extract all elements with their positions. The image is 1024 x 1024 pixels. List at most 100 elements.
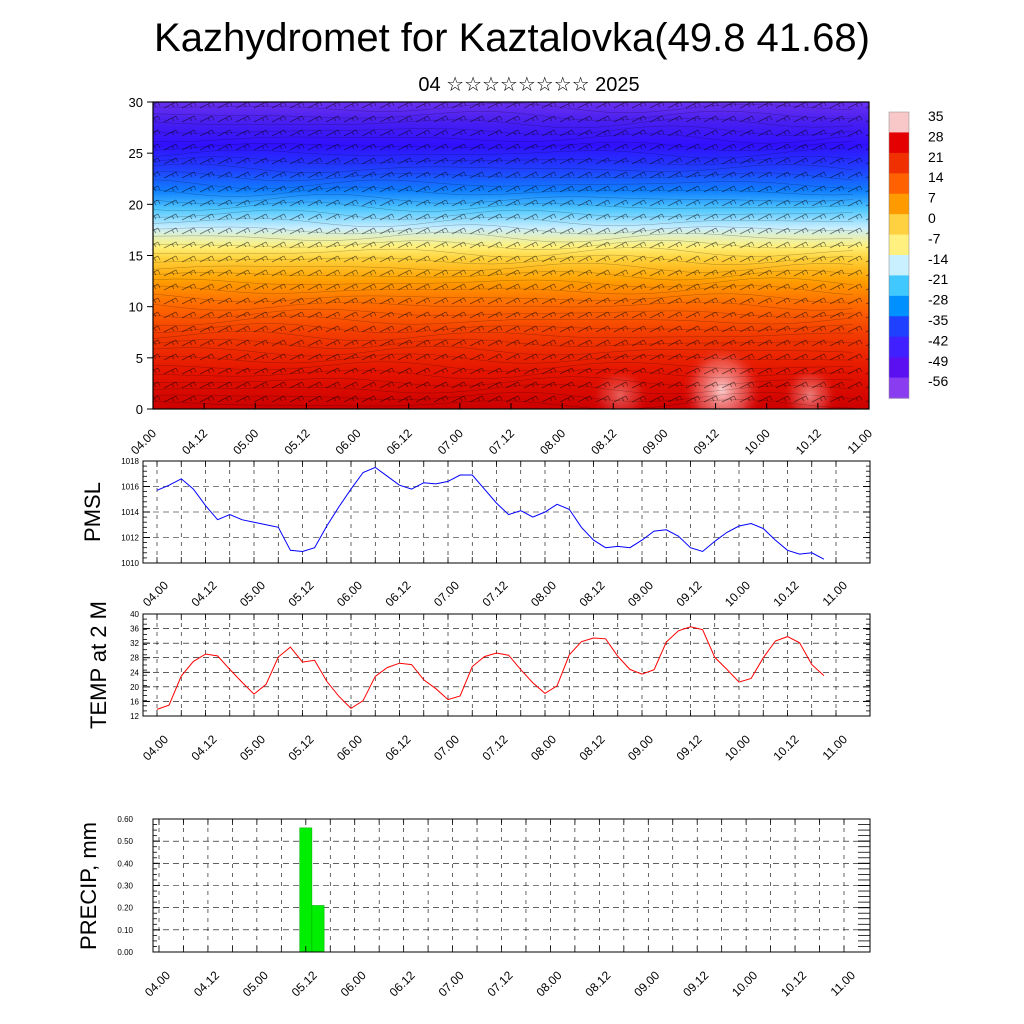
y-tick-label: 1010 xyxy=(121,559,139,568)
y-tick-label: 0.50 xyxy=(117,837,133,846)
y-tick-label: 0.40 xyxy=(117,859,133,868)
y-tick-label: 0 xyxy=(136,402,143,417)
x-tick-label: 05.00 xyxy=(237,732,268,763)
colorbar-swatch xyxy=(889,275,909,297)
cross-section-panel: 0 5 10 15 20 25 30 04.00 04.12 05.00 05.12 06.00 06… xyxy=(128,95,875,457)
y-tick-label: 30 xyxy=(129,95,143,110)
precip-grid xyxy=(153,818,870,953)
precip-axes: 0.00 0.10 0.20 0.30 0.40 0.50 0.60 04.00 04.12 05… xyxy=(117,815,870,999)
wind-barbs xyxy=(153,102,869,409)
x-tick-label: 05.12 xyxy=(285,578,316,609)
y-tick-label: 15 xyxy=(129,249,143,264)
x-tick-label: 05.12 xyxy=(285,732,316,763)
temp-axes: 12 16 20 24 28 32 36 40 04.00 04.12 05.00 05.12 06.0… xyxy=(130,610,870,763)
temp-grid xyxy=(143,613,870,717)
x-tick-label: 09.00 xyxy=(631,968,662,999)
x-tick-label: 10.12 xyxy=(770,732,801,763)
colorbar: 35 28 21 14 7 0 -7 -14 -21 -28 -35 -42 -49 -56 xyxy=(888,108,948,399)
temp-ylabel: TEMP at 2 M xyxy=(86,601,111,729)
x-tick-label: 09.12 xyxy=(673,578,704,609)
colorbar-swatch xyxy=(889,234,909,256)
x-tick-label: 09.12 xyxy=(673,732,704,763)
y-tick-label: 1018 xyxy=(121,457,139,466)
x-tick-label: 07.12 xyxy=(479,732,510,763)
y-tick-label: 1014 xyxy=(121,508,139,517)
x-tick-label: 05.00 xyxy=(237,578,268,609)
y-tick-label: 1012 xyxy=(121,534,139,543)
x-tick-label: 07.00 xyxy=(435,426,466,457)
x-tick-label: 11.00 xyxy=(845,426,876,457)
contour-lines xyxy=(153,103,854,409)
x-tick-label: 10.12 xyxy=(778,968,809,999)
y-tick-label: 24 xyxy=(130,668,139,677)
precip-ylabel: PRECIP, mm xyxy=(76,822,101,950)
precip-frame xyxy=(152,818,871,953)
colorbar-swatch xyxy=(889,132,909,154)
x-tick-label: 06.12 xyxy=(387,968,418,999)
x-tick-label: 07.12 xyxy=(486,426,517,457)
y-tick-label: 1016 xyxy=(121,483,139,492)
x-tick-label: 08.12 xyxy=(576,578,607,609)
x-tick-label: 11.00 xyxy=(820,578,851,609)
x-tick-label: 08.00 xyxy=(533,968,564,999)
temp-frame xyxy=(142,613,871,717)
colorbar-label: -35 xyxy=(928,312,948,328)
cross-section-y-axis: 0 5 10 15 20 25 30 xyxy=(129,95,153,417)
colorbar-label: 21 xyxy=(928,149,944,165)
precip-bar xyxy=(311,905,325,953)
colorbar-label: -21 xyxy=(928,271,948,287)
x-tick-label: 05.00 xyxy=(240,968,271,999)
colorbar-label: -14 xyxy=(928,251,948,267)
x-tick-label: 10.12 xyxy=(793,426,824,457)
y-tick-label: 0.00 xyxy=(117,948,133,957)
precip-bar xyxy=(299,827,313,953)
x-tick-label: 07.00 xyxy=(431,578,462,609)
y-tick-label: 25 xyxy=(129,146,143,161)
colorbar-label: 35 xyxy=(928,108,944,124)
y-tick-label: 36 xyxy=(130,625,139,634)
x-tick-label: 08.12 xyxy=(582,968,613,999)
x-tick-label: 06.00 xyxy=(333,426,364,457)
colorbar-label: 0 xyxy=(928,210,936,226)
x-tick-label: 07.00 xyxy=(436,968,467,999)
y-tick-label: 12 xyxy=(130,712,139,721)
pmsl-axes: 1010 1012 1014 1016 1018 04.00 04.12 05.00 05.12… xyxy=(121,457,870,609)
chart-subtitle: 04 ☆☆☆☆☆☆☆☆ 2025 xyxy=(418,74,640,96)
x-tick-label: 07.12 xyxy=(484,968,515,999)
y-tick-label: 0.30 xyxy=(117,882,133,891)
colorbar-label: -7 xyxy=(928,230,941,246)
colorbar-swatch xyxy=(889,173,909,195)
colorbar-swatch xyxy=(889,255,909,277)
colorbar-label: -42 xyxy=(928,332,948,348)
pmsl-series-line xyxy=(156,466,825,560)
x-tick-label: 06.00 xyxy=(334,732,365,763)
x-tick-label: 05.12 xyxy=(281,426,312,457)
x-tick-label: 07.12 xyxy=(479,578,510,609)
colorbar-swatch xyxy=(889,377,909,399)
colorbar-swatch xyxy=(889,336,909,358)
colorbar-label: -49 xyxy=(928,353,948,369)
temp-series-line xyxy=(156,626,825,710)
x-tick-label: 04.12 xyxy=(188,578,219,609)
x-tick-label: 09.12 xyxy=(691,426,722,457)
x-tick-label: 09.00 xyxy=(639,426,670,457)
x-tick-label: 04.00 xyxy=(140,732,171,763)
cross-section-x-axis: 04.00 04.12 05.00 05.12 06.00 06.12 07.00 07.12… xyxy=(128,403,875,457)
precip-bars xyxy=(299,827,325,953)
y-tick-label: 10 xyxy=(129,300,143,315)
y-tick-label: 32 xyxy=(130,639,139,648)
colorbar-swatch xyxy=(889,193,909,215)
x-tick-label: 09.12 xyxy=(680,968,711,999)
x-tick-label: 04.12 xyxy=(179,426,210,457)
y-tick-label: 0.60 xyxy=(117,815,133,824)
x-tick-label: 06.12 xyxy=(384,426,415,457)
y-tick-label: 0.10 xyxy=(117,926,133,935)
colorbar-swatch xyxy=(889,152,909,174)
x-tick-label: 08.00 xyxy=(528,578,559,609)
colorbar-label: 14 xyxy=(928,169,944,185)
x-tick-label: 08.00 xyxy=(537,426,568,457)
y-tick-label: 20 xyxy=(130,683,139,692)
y-tick-label: 5 xyxy=(136,351,143,366)
pmsl-panel: 1010 1012 1014 1016 1018 04.00 04.12 05.00 05.12… xyxy=(80,457,871,609)
